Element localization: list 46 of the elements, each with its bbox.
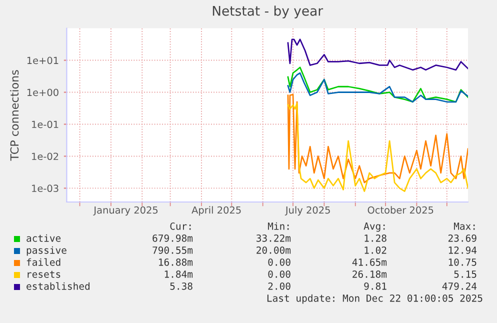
text: 9.81 [364,282,386,290]
line-series [287,66,468,103]
line-series [287,102,468,192]
text: 16.88m [159,258,193,266]
line-series [287,94,468,184]
legend-label: resets [28,270,60,278]
text: 1.28 [364,234,386,242]
text: 1.84m [164,270,193,278]
legend-label: established [26,282,90,290]
y-axis-title: TCP connections [10,70,19,161]
x-tick-label: January 2025 [93,206,158,216]
line-series [287,72,468,103]
x-tick-label: October 2025 [368,206,434,214]
text: Avg: [364,222,385,232]
text: 1.02 [364,246,386,254]
text: 10.75 [448,258,476,266]
text: 2.00 [268,282,290,290]
y-tick-label: 1e+01 [27,56,58,64]
text: 23.69 [448,234,476,242]
text: Cur: [170,222,191,230]
text: 0.00 [268,258,290,266]
text: 5.15 [454,270,476,278]
legend-label: passive [26,246,66,256]
text: 20.00m [256,246,291,254]
text: 12.94 [448,246,477,254]
chart-title: Netstat - by year [212,6,324,18]
text: 790.55m [152,246,193,254]
x-tick-label: April 2025 [192,206,241,216]
line-series [287,38,468,71]
text: Min: [268,222,289,230]
y-tick-label: 1e-02 [32,152,58,160]
text: 0.00 [268,270,290,278]
y-tick-label: 1e-01 [32,120,58,128]
y-tick-label: 1e-03 [32,184,58,192]
text: 5.38 [170,282,192,290]
text: 479.24 [442,282,477,290]
text: Last update: Mon Dec 22 01:00:05 2025 [267,294,482,304]
text: 33.22m [256,234,291,242]
text: 26.18m [352,270,387,278]
y-tick-label: 1e+00 [27,88,58,96]
legend-label: active [26,234,61,242]
legend-label: failed [26,258,60,266]
text: 41.65m [352,258,387,266]
text: Max: [454,222,475,230]
text: 679.98m [152,234,193,242]
x-tick-label: July 2025 [284,206,330,216]
